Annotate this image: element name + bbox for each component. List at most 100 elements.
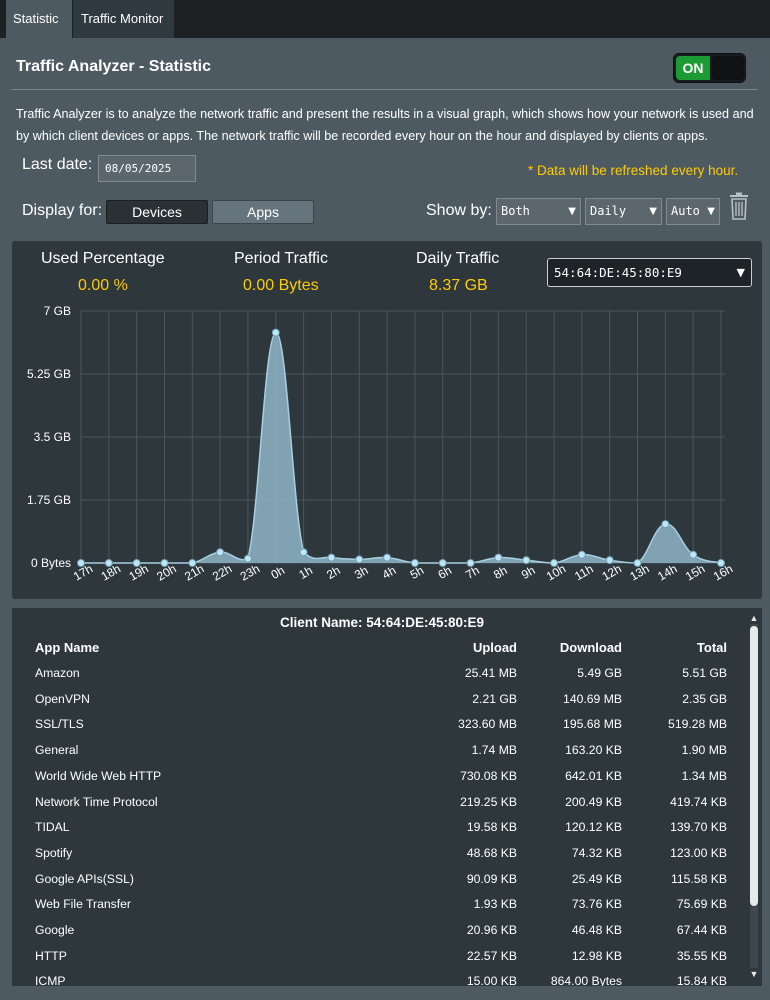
app-name-cell: SSL/TLS [35,717,84,732]
scroll-up-arrow-icon[interactable]: ▲ [749,613,759,623]
chevron-down-icon: ▼ [707,206,715,217]
upload-cell: 22.57 KB [466,948,517,963]
scroll-thumb[interactable] [750,626,758,906]
daily-traffic-value: 8.37 GB [429,277,488,294]
column-header-app-name: App Name [35,640,100,655]
total-cell: 35.55 KB [676,948,727,963]
period-select[interactable]: Daily ▼ [585,198,662,225]
upload-cell: 323.60 MB [458,717,517,732]
show-by-label: Show by: [426,202,492,219]
download-cell: 163.20 KB [565,743,622,758]
download-cell: 5.49 GB [577,666,622,680]
scale-value: Auto [671,204,700,218]
upload-cell: 20.96 KB [466,923,517,937]
download-cell: 120.12 KB [565,820,622,835]
table-row: General 1.74 MB 163.20 KB 1.90 MB [12,743,752,769]
description-text: Traffic Analyzer is to analyze the netwo… [16,107,754,143]
table-row: Network Time Protocol 219.25 KB 200.49 KB 4… [12,795,752,821]
table-row: SSL/TLS 323.60 MB 195.68 MB 519.28 MB [12,717,752,743]
table-row: ICMP 15.00 KB 864.00 Bytes 15.84 KB [12,974,752,986]
download-cell: 195.68 MB [563,717,622,732]
total-cell: 75.69 KB [676,897,727,912]
toggle-on-label: ON [676,56,710,80]
period-traffic-label: Period Traffic [234,250,328,267]
total-cell: 139.70 KB [670,820,727,835]
download-cell: 46.48 KB [571,923,622,937]
app-name-cell: Amazon [35,666,80,680]
app-name-cell: World Wide Web HTTP [35,768,162,783]
app-traffic-table: Client Name: 54:64:DE:45:80:E9 App Name … [12,608,762,986]
chevron-down-icon: ▼ [568,206,576,217]
upload-cell: 1.93 KB [473,897,517,912]
download-cell: 74.32 KB [571,845,622,860]
table-row: TIDAL 19.58 KB 120.12 KB 139.70 KB [12,820,752,846]
total-cell: 115.58 KB [670,871,727,886]
show-by-select[interactable]: Both ▼ [496,198,581,225]
upload-cell: 15.00 KB [466,974,517,986]
total-cell: 1.34 MB [681,768,727,783]
upload-cell: 25.41 MB [464,666,517,680]
download-cell: 12.98 KB [571,948,622,963]
table-scrollbar[interactable]: ▲ ▼ [748,612,760,980]
period-value: Daily [590,204,627,218]
table-row: HTTP 22.57 KB 12.98 KB 35.55 KB [12,949,752,975]
total-cell: 2.35 GB [682,691,727,706]
app-name-cell: OpenVPN [35,691,90,706]
app-name-cell: HTTP [35,948,67,963]
app-name-cell: Google [35,923,75,937]
total-cell: 67.44 KB [676,923,727,937]
column-header-upload: Upload [472,640,517,655]
display-for-label: Display for: [22,202,103,219]
tab-traffic-monitor[interactable]: Traffic Monitor [73,0,174,38]
app-name-cell: ICMP [35,974,66,986]
download-cell: 25.49 KB [571,871,622,886]
table-row: Web File Transfer 1.93 KB 73.76 KB 75.69 KB [12,897,752,923]
last-date-field[interactable]: 08/05/2025 [98,155,196,182]
download-cell: 73.76 KB [571,897,622,912]
header-divider [12,89,758,90]
display-devices-button[interactable]: Devices [106,200,208,224]
tab-statistic[interactable]: Statistic [6,0,72,38]
show-by-value: Both [501,204,530,218]
table-row: Spotify 48.68 KB 74.32 KB 123.00 KB [12,846,752,872]
scale-select[interactable]: Auto ▼ [666,198,720,225]
upload-cell: 90.09 KB [466,871,517,886]
period-traffic-value: 0.00 Bytes [243,277,319,294]
upload-cell: 2.21 GB [472,691,517,706]
total-cell: 519.28 MB [668,717,727,732]
table-row: OpenVPN 2.21 GB 140.69 MB 2.35 GB [12,692,752,718]
total-cell: 15.84 KB [676,974,727,986]
table-row: Amazon 25.41 MB 5.49 GB 5.51 GB [12,666,752,692]
display-apps-button[interactable]: Apps [212,200,314,224]
page-title: Traffic Analyzer - Statistic [16,58,212,75]
client-select[interactable]: 54:64:DE:45:80:E9 ▼ [547,258,752,287]
tab-bar: Statistic Traffic Monitor [0,0,770,38]
used-percentage-value: 0.00 % [78,277,128,294]
table-row: Google 20.96 KB 46.48 KB 67.44 KB [12,923,752,949]
app-name-cell: Google APIs(SSL) [35,871,134,886]
toggle-knob [712,56,744,80]
trash-icon[interactable] [727,192,751,220]
table-row: World Wide Web HTTP 730.08 KB 642.01 KB 1.3… [12,769,752,795]
daily-traffic-label: Daily Traffic [416,250,500,267]
table-row: Google APIs(SSL) 90.09 KB 25.49 KB 115.58 K… [12,872,752,898]
download-cell: 200.49 KB [565,794,622,809]
total-cell: 1.90 MB [681,743,727,758]
traffic-analyzer-toggle[interactable]: ON [673,53,746,83]
download-cell: 642.01 KB [565,768,622,783]
app-name-cell: General [35,743,79,758]
download-cell: 864.00 Bytes [550,974,622,986]
chevron-down-icon: ▼ [649,206,657,217]
refresh-note: * Data will be refreshed every hour. [528,163,739,178]
column-header-download: Download [559,640,622,655]
client-select-value: 54:64:DE:45:80:E9 [554,265,682,280]
app-name-cell: TIDAL [35,820,70,835]
app-name-cell: Network Time Protocol [35,794,158,809]
app-name-cell: Spotify [35,845,73,860]
upload-cell: 219.25 KB [460,794,517,809]
app-name-cell: Web File Transfer [35,897,131,912]
total-cell: 419.74 KB [670,794,727,809]
last-date-label: Last date: [22,156,93,173]
upload-cell: 730.08 KB [460,768,517,783]
scroll-down-arrow-icon[interactable]: ▼ [749,969,759,979]
